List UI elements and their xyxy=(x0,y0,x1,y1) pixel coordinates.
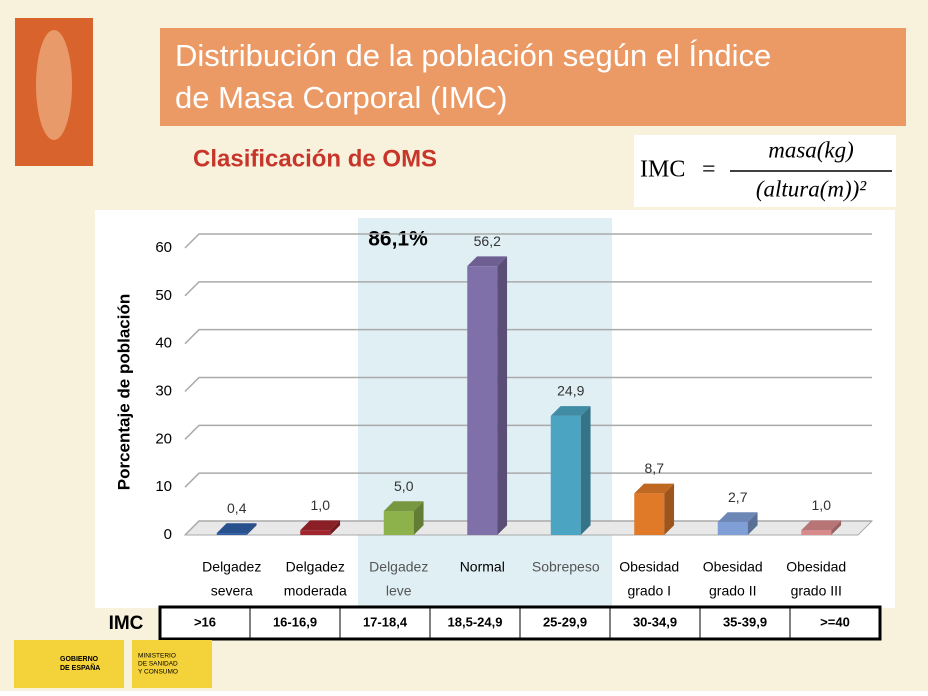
annotation: 86,1% xyxy=(368,228,428,251)
bar-top xyxy=(216,523,257,534)
imc-range: 35-39,9 xyxy=(723,614,767,629)
imc-range: 18,5-24,9 xyxy=(448,614,503,629)
bar-top xyxy=(717,512,758,523)
value-label: 1,0 xyxy=(311,497,331,513)
bar xyxy=(300,530,331,535)
bar-side xyxy=(413,501,424,535)
grid-line xyxy=(184,376,872,393)
x-tick-label: grado I xyxy=(627,583,671,599)
bar xyxy=(467,266,498,535)
bar-side xyxy=(831,520,842,535)
bar xyxy=(383,511,414,535)
bar xyxy=(634,493,665,535)
y-tick-label: 20 xyxy=(155,430,172,447)
bar xyxy=(216,533,247,535)
value-label: 5,0 xyxy=(394,478,414,494)
bar-top xyxy=(300,520,341,531)
bar-top xyxy=(634,483,675,494)
chart: 86,1% 0 10 20 30 40 50 60 Porcentaje de població… xyxy=(109,218,882,641)
grid-line xyxy=(184,424,872,440)
ministry-logo xyxy=(132,640,212,688)
x-tick-label: Delgadez xyxy=(286,559,345,575)
x-tick-label: Obesidad xyxy=(703,559,763,575)
bar-side xyxy=(747,512,758,535)
imc-range: 16-16,9 xyxy=(273,614,317,629)
x-tick-label: leve xyxy=(386,583,412,599)
value-label: 8,7 xyxy=(645,460,665,476)
value-label: 24,9 xyxy=(557,383,584,399)
title-bar xyxy=(160,28,906,126)
y-tick-label: 50 xyxy=(155,287,172,304)
x-tick-label: Sobrepeso xyxy=(532,559,600,575)
bar-side xyxy=(246,523,257,535)
value-label: 2,7 xyxy=(728,489,748,505)
title-line: Distribución de la población según el Ín… xyxy=(175,38,771,73)
floor xyxy=(183,520,874,536)
x-tick-label: moderada xyxy=(284,583,347,599)
x-tick-label: Delgadez xyxy=(202,559,261,575)
bar xyxy=(717,522,748,535)
gov-text: GOBIERNO xyxy=(60,656,99,663)
bar xyxy=(801,530,832,535)
bar-side xyxy=(580,406,591,535)
imc-range: 30-34,9 xyxy=(633,614,677,629)
grid-line xyxy=(184,281,872,297)
y-tick-label: 60 xyxy=(155,239,172,256)
ministry-text: DE SANIDAD xyxy=(138,661,178,668)
grid-line xyxy=(184,472,872,488)
imc-range: >16 xyxy=(194,614,216,629)
imc-label: IMC xyxy=(109,613,144,634)
y-tick-label: 0 xyxy=(164,526,172,543)
imc-range: 17-18,4 xyxy=(363,614,408,629)
x-tick-label: Obesidad xyxy=(786,559,846,575)
x-tick-label: Obesidad xyxy=(619,559,679,575)
bar-top xyxy=(467,256,508,267)
x-tick-label: grado II xyxy=(709,583,756,599)
grid-line xyxy=(184,328,872,345)
title-line: de Masa Corporal (IMC) xyxy=(175,80,507,115)
value-label: 0,4 xyxy=(227,500,247,516)
grid-line xyxy=(184,233,872,249)
value-label: 1,0 xyxy=(812,497,832,513)
y-tick-label: 30 xyxy=(155,382,172,399)
x-tick-label: Normal xyxy=(460,559,505,575)
y-tick-label: 10 xyxy=(155,478,172,495)
formula-equals: = xyxy=(702,157,716,183)
subtitle: Clasificación de OMS xyxy=(193,145,437,172)
gov-logo xyxy=(14,640,124,688)
imc-range: >=40 xyxy=(820,614,850,629)
y-axis-label: Porcentaje de población xyxy=(114,294,133,491)
bar xyxy=(550,415,581,535)
bar-top xyxy=(550,406,591,416)
bar-side xyxy=(664,483,675,535)
bar-top xyxy=(801,520,842,531)
bar-side xyxy=(330,520,341,535)
ministry-text: Y CONSUMO xyxy=(138,669,178,676)
gov-text: DE ESPAÑA xyxy=(60,663,100,672)
bar-side xyxy=(497,256,508,535)
figure xyxy=(36,30,72,140)
bar-top xyxy=(383,501,424,512)
formula-lhs: IMC xyxy=(640,157,685,183)
x-tick-label: grado III xyxy=(791,583,842,599)
x-tick-label: Delgadez xyxy=(369,559,428,575)
imc-range: 25-29,9 xyxy=(543,614,587,629)
ministry-text: MINISTERIO xyxy=(138,653,176,660)
y-tick-label: 40 xyxy=(155,335,172,352)
value-label: 56,2 xyxy=(474,233,501,249)
formula-denominator: (altura(m))² xyxy=(756,176,867,201)
x-tick-label: severa xyxy=(211,583,253,599)
formula-numerator: masa(kg) xyxy=(768,137,854,162)
